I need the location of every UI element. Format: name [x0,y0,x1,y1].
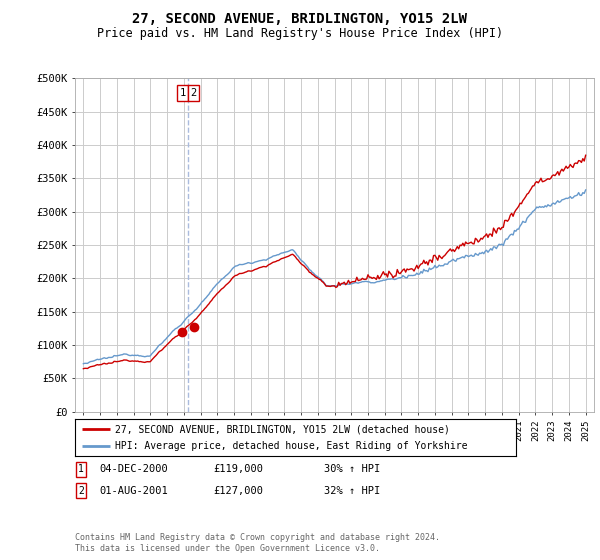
Text: HPI: Average price, detached house, East Riding of Yorkshire: HPI: Average price, detached house, East… [115,441,467,451]
Text: 27, SECOND AVENUE, BRIDLINGTON, YO15 2LW (detached house): 27, SECOND AVENUE, BRIDLINGTON, YO15 2LW… [115,424,449,434]
Text: 1: 1 [78,464,84,474]
Text: 1: 1 [179,88,185,98]
Text: £127,000: £127,000 [213,486,263,496]
Text: 04-DEC-2000: 04-DEC-2000 [99,464,168,474]
Text: 27, SECOND AVENUE, BRIDLINGTON, YO15 2LW: 27, SECOND AVENUE, BRIDLINGTON, YO15 2LW [133,12,467,26]
Text: £119,000: £119,000 [213,464,263,474]
Text: Price paid vs. HM Land Registry's House Price Index (HPI): Price paid vs. HM Land Registry's House … [97,27,503,40]
Text: 2: 2 [190,88,197,98]
Text: 01-AUG-2001: 01-AUG-2001 [99,486,168,496]
Text: 32% ↑ HPI: 32% ↑ HPI [324,486,380,496]
Text: 2: 2 [78,486,84,496]
Text: Contains HM Land Registry data © Crown copyright and database right 2024.
This d: Contains HM Land Registry data © Crown c… [75,533,440,553]
Text: 30% ↑ HPI: 30% ↑ HPI [324,464,380,474]
